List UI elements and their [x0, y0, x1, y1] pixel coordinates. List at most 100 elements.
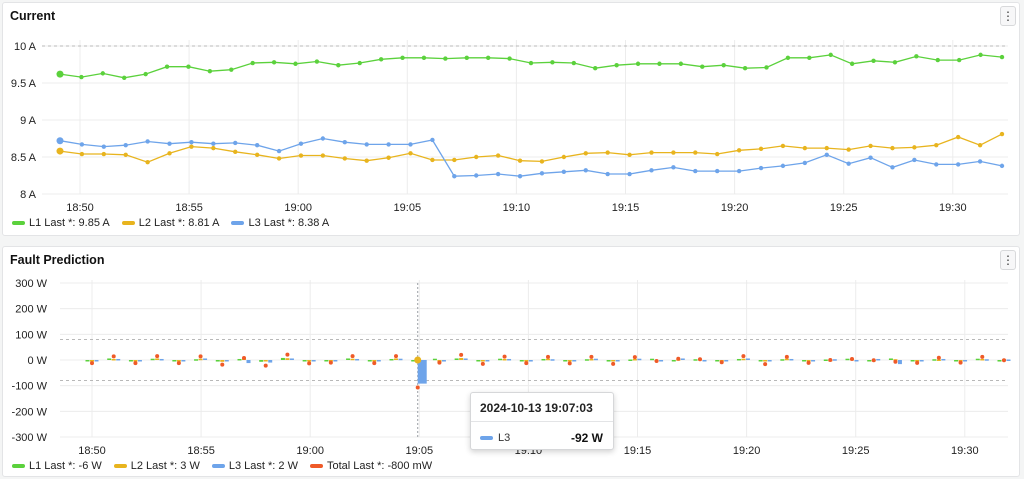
- data-point-l1: [229, 67, 234, 72]
- data-point-l1: [550, 60, 555, 65]
- data-point-l3: [386, 142, 391, 147]
- data-point-l2: [254, 152, 260, 157]
- data-point-l2: [342, 156, 347, 161]
- tooltip-value: -92 W: [570, 431, 603, 445]
- data-point-l2: [320, 153, 326, 158]
- data-point-l3: [802, 160, 808, 166]
- data-point-l1: [614, 63, 619, 68]
- data-point-l2: [56, 147, 64, 155]
- data-point-l3: [890, 165, 895, 170]
- data-point-l1: [79, 74, 84, 80]
- data-point-l3: [298, 141, 304, 146]
- tooltip-divider: [471, 421, 613, 422]
- data-point-l3: [233, 140, 238, 146]
- legend-item-l2[interactable]: L2 Last *: 3 W: [113, 460, 200, 472]
- data-point-l3: [605, 171, 610, 177]
- data-point-l3: [912, 157, 917, 163]
- data-point-l2: [474, 154, 479, 160]
- data-point-l2: [583, 151, 588, 156]
- data-point-l1: [122, 75, 127, 81]
- data-point-l1: [978, 52, 983, 58]
- legend-label: L3 Last *: 8.38 A: [248, 217, 330, 229]
- x-tick-label: 19:25: [830, 202, 858, 214]
- legend-label: L1 Last *: 9.85 A: [29, 217, 110, 229]
- x-tick-label: 18:50: [66, 202, 94, 214]
- data-point-l2: [495, 153, 501, 158]
- data-point-l1: [250, 60, 255, 66]
- x-tick-label: 19:05: [394, 202, 422, 214]
- data-point-l1: [400, 55, 405, 61]
- data-point-l2: [846, 147, 851, 152]
- data-point-l1: [892, 60, 898, 65]
- data-point-l2: [430, 157, 435, 163]
- legend-label: L2 Last *: 8.81 A: [138, 217, 220, 229]
- data-point-l1: [293, 61, 298, 66]
- data-point-l2: [890, 145, 895, 151]
- y-tick-label: 9.5 A: [11, 78, 37, 90]
- fault-prediction-legend: L1 Last *: -6 W L2 Last *: 3 W L3 Last *: …: [12, 460, 432, 472]
- legend-swatch: [12, 221, 25, 225]
- data-point-l3: [715, 168, 720, 174]
- data-point-l1: [421, 55, 427, 61]
- data-point-l1: [914, 54, 919, 59]
- tooltip-timestamp: 2024-10-13 19:07:03: [480, 401, 593, 415]
- data-point-l3: [780, 163, 786, 169]
- data-point-l2: [693, 150, 698, 155]
- y-tick-label: 9 A: [20, 115, 37, 127]
- data-point-l1: [336, 63, 341, 68]
- legend-item-l1[interactable]: L1 Last *: 9.85 A: [12, 217, 110, 229]
- data-point-l2: [627, 152, 632, 157]
- legend-item-total[interactable]: Total Last *: -800 mW: [309, 460, 432, 472]
- data-point-l1: [593, 66, 598, 71]
- data-point-l2: [408, 151, 413, 156]
- data-point-l1: [56, 70, 64, 78]
- tooltip-series-name: L3: [498, 432, 511, 444]
- hover-tooltip: 2024-10-13 19:07:03 L3 -92 W: [470, 392, 614, 450]
- data-point-l1: [657, 61, 662, 66]
- data-point-l1: [807, 55, 812, 61]
- data-point-l3: [824, 152, 829, 157]
- legend-swatch: [309, 464, 323, 468]
- legend-item-l2[interactable]: L2 Last *: 8.81 A: [121, 217, 220, 229]
- x-tick-label: 19:00: [284, 202, 312, 214]
- data-point-l2: [934, 142, 939, 148]
- x-tick-label: 18:55: [175, 202, 203, 214]
- data-point-l1: [571, 60, 577, 66]
- data-point-l2: [999, 131, 1005, 137]
- series-line-l1: [59, 54, 1003, 79]
- legend-label: L1 Last *: -6 W: [29, 460, 102, 472]
- data-point-l2: [79, 151, 85, 157]
- data-point-l3: [101, 144, 107, 149]
- data-point-l1: [464, 55, 469, 61]
- legend-item-l3[interactable]: L3 Last *: 8.38 A: [231, 217, 329, 229]
- data-point-l3: [342, 140, 347, 145]
- x-tick-label: 19:30: [939, 202, 967, 214]
- kebab-menu-icon[interactable]: ⋮: [1000, 250, 1016, 270]
- data-point-l1: [678, 61, 684, 66]
- data-point-l3: [167, 141, 172, 146]
- data-point-l1: [721, 63, 726, 68]
- data-point-l2: [780, 143, 786, 149]
- data-point-l3: [189, 140, 194, 145]
- legend-item-l1[interactable]: L1 Last *: -6 W: [12, 460, 102, 472]
- x-tick-label: 19:20: [721, 202, 749, 214]
- data-point-l3: [474, 173, 479, 178]
- data-point-l1: [528, 60, 534, 66]
- data-point-l2: [189, 144, 194, 149]
- panel-title-fault-prediction: Fault Prediction: [10, 253, 105, 267]
- data-point-l3: [758, 165, 764, 171]
- legend-swatch: [12, 464, 25, 468]
- data-point-l3: [517, 174, 523, 179]
- data-point-l2: [211, 145, 216, 151]
- legend-item-l3[interactable]: L3 Last *: 2 W: [211, 460, 298, 472]
- data-point-l3: [495, 171, 501, 177]
- kebab-menu-icon[interactable]: ⋮: [1000, 6, 1016, 26]
- data-point-l2: [276, 156, 282, 161]
- data-point-l2: [452, 157, 457, 163]
- data-point-l2: [233, 149, 238, 155]
- data-point-l3: [693, 168, 698, 174]
- data-point-l2: [145, 159, 150, 165]
- data-point-l1: [485, 55, 491, 61]
- data-point-l2: [364, 158, 369, 163]
